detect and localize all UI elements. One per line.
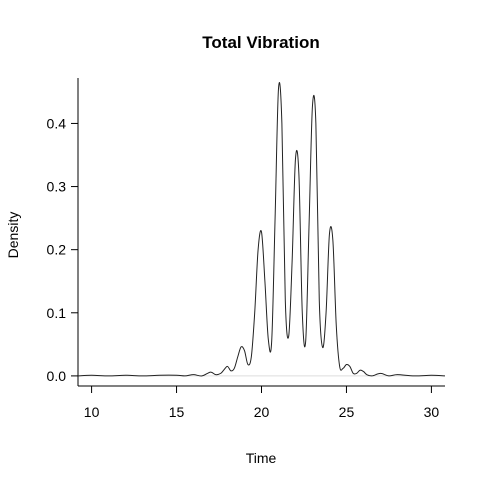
x-tick-label-20: 20 <box>254 404 270 420</box>
y-tick-label-0.0: 0.0 <box>47 368 67 384</box>
x-tick-label-15: 15 <box>169 404 185 420</box>
y-axis-label: Density <box>5 212 21 259</box>
y-tick-label-0.2: 0.2 <box>47 242 67 258</box>
x-tick-label-10: 10 <box>84 404 100 420</box>
density-line-0 <box>78 82 445 377</box>
y-tick-label-0.3: 0.3 <box>47 179 67 195</box>
chart-title: Total Vibration <box>202 33 319 52</box>
y-tick-label-0.4: 0.4 <box>47 115 67 131</box>
plot-area: 10 15 20 25 30 0.0 0.1 0.2 0.3 0.4 <box>47 78 445 420</box>
x-axis-label: Time <box>246 450 277 466</box>
x-tick-label-30: 30 <box>424 404 440 420</box>
x-tick-label-25: 25 <box>339 404 355 420</box>
y-tick-label-0.1: 0.1 <box>47 305 67 321</box>
